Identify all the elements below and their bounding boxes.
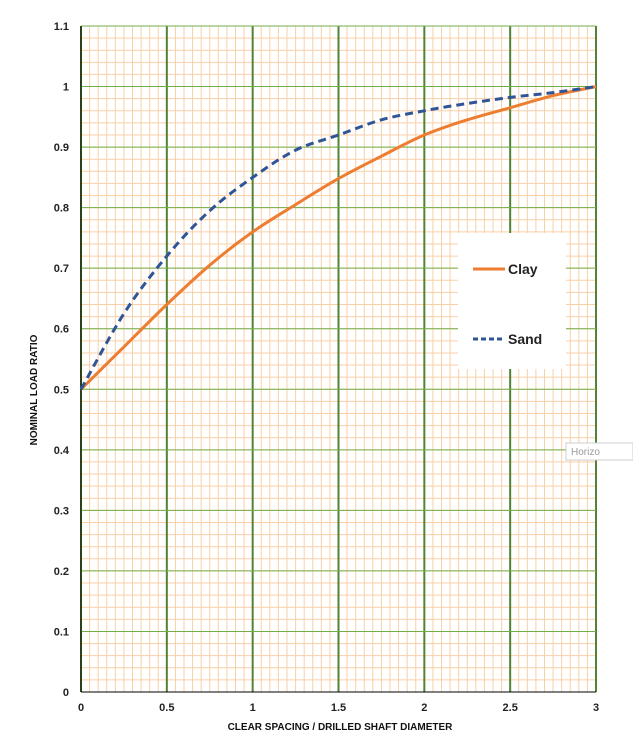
series-line-clay xyxy=(79,85,597,391)
y-tick-label: 0.9 xyxy=(54,142,69,154)
y-tick-label: 0.8 xyxy=(54,203,69,215)
y-tick-label: 1 xyxy=(63,82,69,94)
legend-label-clay: Clay xyxy=(508,261,538,277)
x-tick-label: 1 xyxy=(250,702,256,714)
legend-box xyxy=(458,233,566,369)
y-tick-label: 0.1 xyxy=(54,626,69,638)
y-tick-label: 0.3 xyxy=(54,505,69,517)
x-tick-label: 2 xyxy=(421,702,427,714)
x-tick-label: 2.5 xyxy=(503,702,518,714)
y-tick-label: 1.1 xyxy=(54,21,69,33)
stray-label: Horizo xyxy=(571,447,600,458)
x-axis-title: CLEAR SPACING / DRILLED SHAFT DIAMETER xyxy=(228,722,454,733)
y-tick-label: 0.2 xyxy=(54,566,69,578)
legend[interactable]: Clay Sand xyxy=(458,233,566,369)
x-tick-label: 0 xyxy=(78,702,84,714)
stray-label-box: Horizo xyxy=(565,442,633,461)
series-layer xyxy=(79,85,597,391)
x-tick-label: 1.5 xyxy=(331,702,346,714)
y-tick-label: 0.4 xyxy=(54,445,70,457)
y-tick-label: 0 xyxy=(63,687,69,699)
legend-label-sand: Sand xyxy=(508,331,542,347)
x-tick-label: 0.5 xyxy=(159,702,174,714)
y-tick-label: 0.5 xyxy=(54,384,69,396)
y-tick-label: 0.7 xyxy=(54,263,69,275)
series-line-sand xyxy=(79,85,597,391)
x-tick-label: 3 xyxy=(593,702,599,714)
axes xyxy=(80,26,596,693)
tick-labels: 0 0.5 1 1.5 2 2.5 3 0 0.1 0.2 0.3 0.4 0.5 0.6 0.7 0.8 0.… xyxy=(54,21,599,714)
y-tick-label: 0.6 xyxy=(54,324,69,336)
y-axis-title: NOMINAL LOAD RATIO xyxy=(29,334,40,445)
